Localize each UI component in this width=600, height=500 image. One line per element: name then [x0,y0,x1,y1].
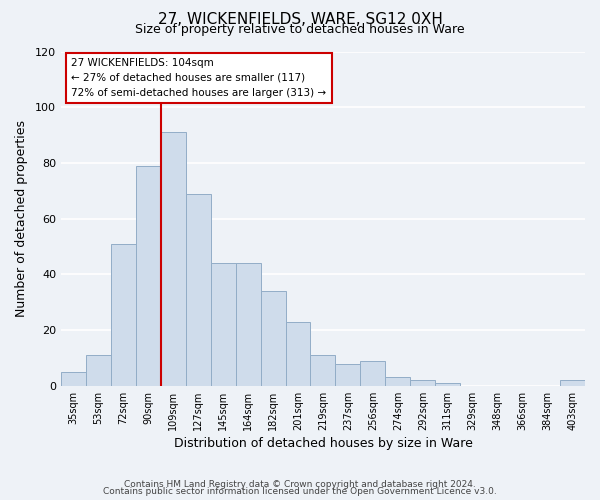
Text: 27 WICKENFIELDS: 104sqm
← 27% of detached houses are smaller (117)
72% of semi-d: 27 WICKENFIELDS: 104sqm ← 27% of detache… [71,58,326,98]
Bar [286,322,310,386]
Bar [410,380,435,386]
Bar [186,194,211,386]
Text: Contains HM Land Registry data © Crown copyright and database right 2024.: Contains HM Land Registry data © Crown c… [124,480,476,489]
Bar [211,263,236,386]
X-axis label: Distribution of detached houses by size in Ware: Distribution of detached houses by size … [173,437,472,450]
Bar [335,364,361,386]
Bar [361,360,385,386]
Bar [310,355,335,386]
Bar [86,355,111,386]
Bar [136,166,161,386]
Text: Contains public sector information licensed under the Open Government Licence v3: Contains public sector information licen… [103,488,497,496]
Bar [236,263,260,386]
Text: 27, WICKENFIELDS, WARE, SG12 0XH: 27, WICKENFIELDS, WARE, SG12 0XH [158,12,442,28]
Bar [385,378,410,386]
Bar [560,380,585,386]
Bar [435,383,460,386]
Bar [61,372,86,386]
Bar [161,132,186,386]
Text: Size of property relative to detached houses in Ware: Size of property relative to detached ho… [135,22,465,36]
Bar [260,291,286,386]
Y-axis label: Number of detached properties: Number of detached properties [15,120,28,317]
Bar [111,244,136,386]
